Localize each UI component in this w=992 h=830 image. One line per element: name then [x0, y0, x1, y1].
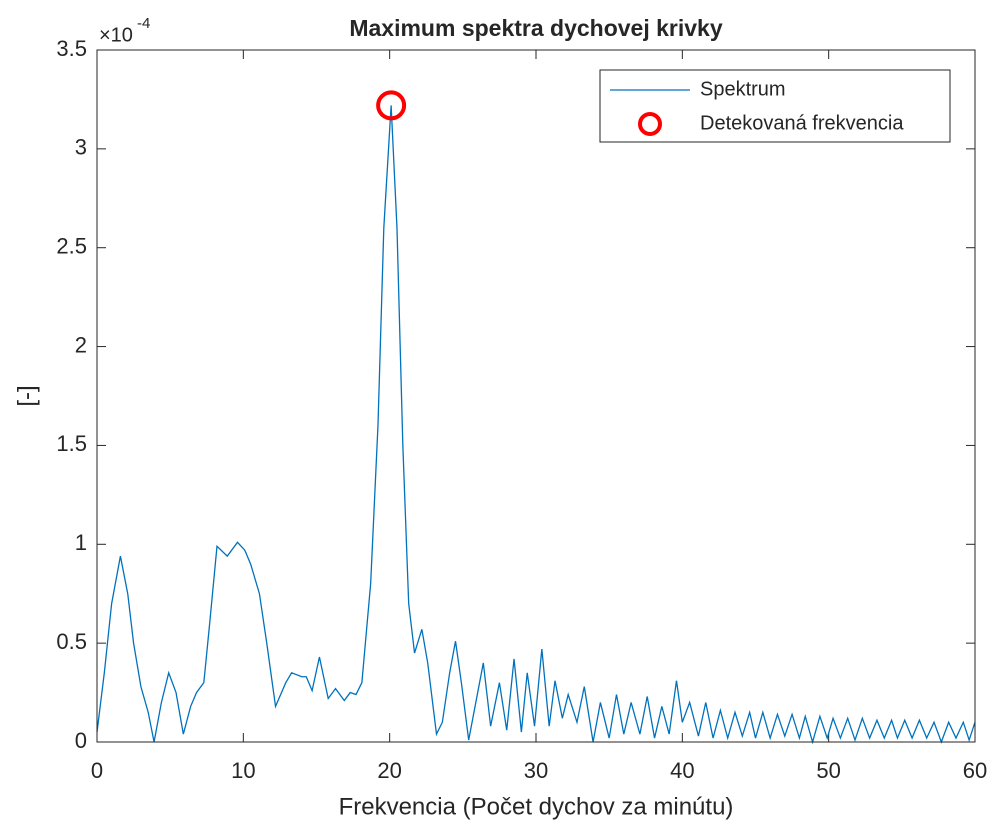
y-scale-base: ×10 — [99, 24, 133, 46]
x-tick-label: 50 — [816, 758, 840, 783]
y-tick-label: 0 — [75, 728, 87, 753]
detected-marker — [376, 90, 407, 121]
y-axis-label: [-] — [13, 385, 40, 406]
y-tick-label: 3 — [75, 135, 87, 160]
legend-label: Detekovaná frekvencia — [700, 112, 904, 134]
x-axis-label: Frekvencia (Počet dychov za minútu) — [339, 793, 734, 820]
y-tick-label: 1 — [75, 530, 87, 555]
y-tick-label: 3.5 — [56, 36, 87, 61]
y-tick-label: 2 — [75, 332, 87, 357]
legend-marker — [638, 112, 662, 136]
x-tick-label: 40 — [670, 758, 694, 783]
axes-box — [96, 49, 976, 743]
x-tick-label: 0 — [91, 758, 103, 783]
x-tick-label: 60 — [963, 758, 987, 783]
x-tick-label: 20 — [377, 758, 401, 783]
y-tick-label: 2.5 — [56, 234, 87, 259]
y-scale-exponent: -4 — [137, 15, 150, 32]
y-tick-label: 0.5 — [56, 629, 87, 654]
legend-label: Spektrum — [700, 78, 786, 100]
x-tick-label: 30 — [524, 758, 548, 783]
chart-title: Maximum spektra dychovej krivky — [349, 15, 722, 41]
x-tick-label: 10 — [231, 758, 255, 783]
y-tick-label: 1.5 — [56, 431, 87, 456]
spectrum-line — [96, 105, 976, 745]
plot-area — [97, 50, 975, 742]
